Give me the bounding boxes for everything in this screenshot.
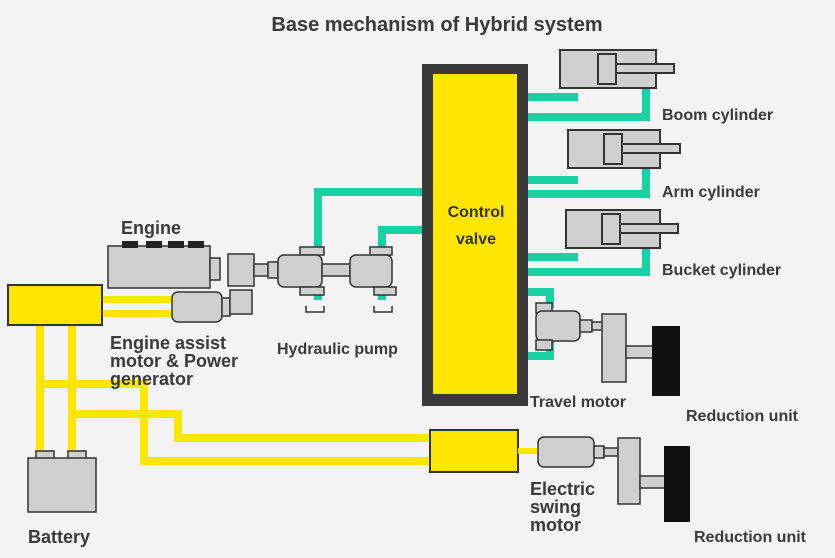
- diagram-title: Base mechanism of Hybrid system: [271, 14, 603, 36]
- arm-cylinder: [567, 129, 681, 169]
- hydraulic-lines: [314, 86, 650, 360]
- hydraulic-pump-1: [277, 246, 351, 313]
- electric-swing-motor: [518, 436, 667, 505]
- engine-assist-label-line1: Engine assist: [110, 333, 227, 353]
- reduction-unit-label-travel: Reduction unit: [686, 408, 798, 425]
- engine-assist-motor: [171, 289, 253, 323]
- engine-assist-label-line2: motor & Power: [110, 351, 239, 371]
- reduction-unit-label-swing: Reduction unit: [694, 529, 806, 546]
- electric-swing-label-line2: swing: [530, 497, 582, 517]
- hydraulic-pump-label: Hydraulic pump: [277, 341, 398, 358]
- hydraulic-pump-2: [349, 246, 397, 313]
- swing-controller-box: [429, 429, 519, 473]
- engine-assist-label-line3: generator: [110, 369, 194, 389]
- inverter-box: [7, 284, 103, 326]
- battery: [27, 450, 97, 513]
- travel-motor-label: Travel motor: [530, 394, 627, 411]
- engine: [107, 241, 279, 289]
- boom-cylinder-label: Boom cylinder: [662, 107, 774, 124]
- reduction-unit-swing: [664, 446, 690, 522]
- electric-lines: [36, 296, 432, 465]
- travel-motor: [535, 302, 655, 383]
- electric-swing-label-line1: Electric: [530, 479, 596, 499]
- control-valve-label-line2: valve: [455, 231, 497, 248]
- electric-swing-label-line3: motor: [530, 515, 581, 535]
- bucket-cylinder-label: Bucket cylinder: [662, 262, 782, 279]
- control-valve: [422, 64, 528, 406]
- arm-cylinder-label: Arm cylinder: [662, 184, 760, 201]
- reduction-unit-travel: [652, 326, 680, 396]
- bucket-cylinder: [565, 209, 679, 249]
- battery-label: Battery: [28, 527, 91, 547]
- engine-label: Engine: [121, 218, 182, 238]
- control-valve-label-line1: Control: [447, 204, 505, 221]
- boom-cylinder: [559, 49, 675, 89]
